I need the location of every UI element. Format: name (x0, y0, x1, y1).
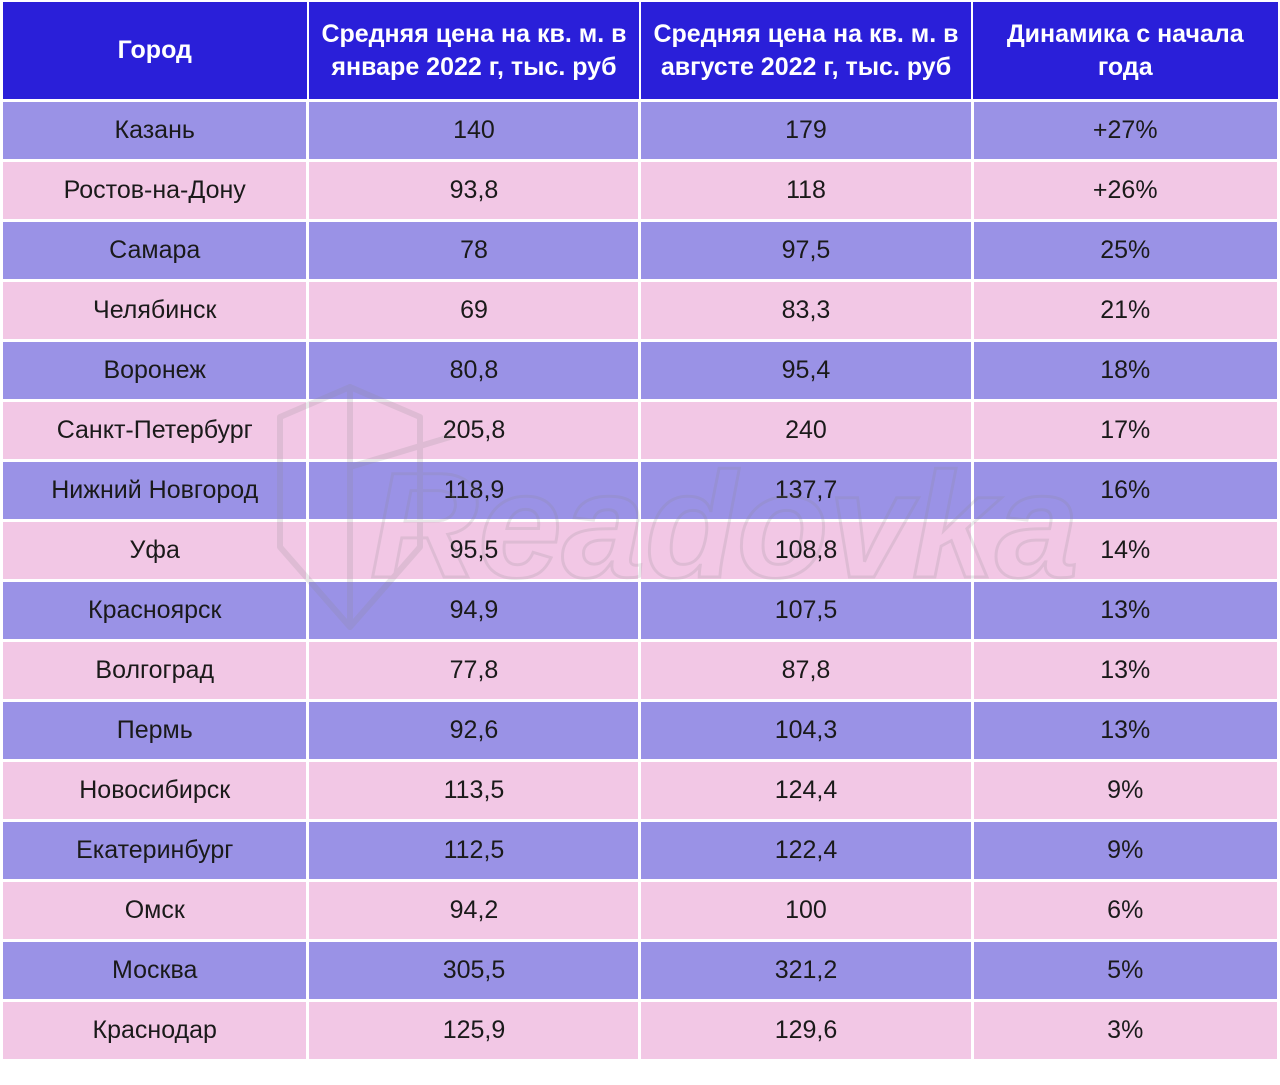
cell-delta: 17% (972, 401, 1279, 461)
cell-jan: 69 (308, 281, 640, 341)
cell-jan: 93,8 (308, 161, 640, 221)
table-row: Ростов-на-Дону93,8118+26% (2, 161, 1279, 221)
cell-delta: 6% (972, 881, 1279, 941)
cell-delta: 13% (972, 701, 1279, 761)
table-row: Москва305,5321,25% (2, 941, 1279, 1001)
cell-city: Волгоград (2, 641, 308, 701)
cell-delta: 18% (972, 341, 1279, 401)
cell-jan: 305,5 (308, 941, 640, 1001)
cell-jan: 140 (308, 101, 640, 161)
cell-jan: 94,9 (308, 581, 640, 641)
cell-city: Самара (2, 221, 308, 281)
cell-aug: 87,8 (640, 641, 972, 701)
cell-aug: 240 (640, 401, 972, 461)
cell-aug: 124,4 (640, 761, 972, 821)
cell-delta: 16% (972, 461, 1279, 521)
col-header-city: Город (2, 1, 308, 101)
table-row: Краснодар125,9129,63% (2, 1001, 1279, 1061)
col-header-january: Средняя цена на кв. м. в январе 2022 г, … (308, 1, 640, 101)
cell-jan: 112,5 (308, 821, 640, 881)
cell-delta: +27% (972, 101, 1279, 161)
cell-delta: 3% (972, 1001, 1279, 1061)
price-table-container: Город Средняя цена на кв. м. в январе 20… (0, 0, 1280, 1062)
cell-city: Краснодар (2, 1001, 308, 1061)
cell-city: Пермь (2, 701, 308, 761)
cell-aug: 97,5 (640, 221, 972, 281)
table-header: Город Средняя цена на кв. м. в январе 20… (2, 1, 1279, 101)
col-header-august: Средняя цена на кв. м. в августе 2022 г,… (640, 1, 972, 101)
table-row: Красноярск94,9107,513% (2, 581, 1279, 641)
table-body: Казань140179+27%Ростов-на-Дону93,8118+26… (2, 101, 1279, 1061)
cell-jan: 92,6 (308, 701, 640, 761)
cell-delta: 9% (972, 821, 1279, 881)
cell-jan: 78 (308, 221, 640, 281)
cell-delta: 14% (972, 521, 1279, 581)
col-header-delta: Динамика с начала года (972, 1, 1279, 101)
table-row: Волгоград77,887,813% (2, 641, 1279, 701)
cell-city: Ростов-на-Дону (2, 161, 308, 221)
cell-aug: 100 (640, 881, 972, 941)
table-row: Пермь92,6104,313% (2, 701, 1279, 761)
cell-jan: 113,5 (308, 761, 640, 821)
cell-city: Санкт-Петербург (2, 401, 308, 461)
cell-jan: 94,2 (308, 881, 640, 941)
table-row: Уфа95,5108,814% (2, 521, 1279, 581)
table-row: Нижний Новгород118,9137,716% (2, 461, 1279, 521)
cell-jan: 80,8 (308, 341, 640, 401)
table-row: Новосибирск113,5124,49% (2, 761, 1279, 821)
cell-aug: 95,4 (640, 341, 972, 401)
cell-city: Челябинск (2, 281, 308, 341)
cell-aug: 108,8 (640, 521, 972, 581)
city-price-table: Город Средняя цена на кв. м. в январе 20… (0, 0, 1280, 1062)
table-row: Казань140179+27% (2, 101, 1279, 161)
cell-city: Казань (2, 101, 308, 161)
cell-city: Екатеринбург (2, 821, 308, 881)
cell-aug: 137,7 (640, 461, 972, 521)
cell-delta: +26% (972, 161, 1279, 221)
cell-jan: 205,8 (308, 401, 640, 461)
cell-aug: 122,4 (640, 821, 972, 881)
cell-city: Воронеж (2, 341, 308, 401)
cell-delta: 9% (972, 761, 1279, 821)
cell-city: Омск (2, 881, 308, 941)
cell-aug: 129,6 (640, 1001, 972, 1061)
cell-jan: 95,5 (308, 521, 640, 581)
cell-aug: 104,3 (640, 701, 972, 761)
cell-aug: 321,2 (640, 941, 972, 1001)
cell-delta: 13% (972, 581, 1279, 641)
table-row: Челябинск6983,321% (2, 281, 1279, 341)
cell-aug: 83,3 (640, 281, 972, 341)
cell-delta: 25% (972, 221, 1279, 281)
cell-delta: 13% (972, 641, 1279, 701)
table-row: Самара7897,525% (2, 221, 1279, 281)
cell-jan: 118,9 (308, 461, 640, 521)
cell-jan: 125,9 (308, 1001, 640, 1061)
cell-city: Нижний Новгород (2, 461, 308, 521)
table-row: Санкт-Петербург205,824017% (2, 401, 1279, 461)
cell-aug: 107,5 (640, 581, 972, 641)
cell-city: Новосибирск (2, 761, 308, 821)
table-row: Екатеринбург112,5122,49% (2, 821, 1279, 881)
cell-city: Красноярск (2, 581, 308, 641)
cell-delta: 21% (972, 281, 1279, 341)
cell-delta: 5% (972, 941, 1279, 1001)
cell-jan: 77,8 (308, 641, 640, 701)
cell-aug: 179 (640, 101, 972, 161)
cell-aug: 118 (640, 161, 972, 221)
cell-city: Москва (2, 941, 308, 1001)
table-row: Воронеж80,895,418% (2, 341, 1279, 401)
table-row: Омск94,21006% (2, 881, 1279, 941)
cell-city: Уфа (2, 521, 308, 581)
